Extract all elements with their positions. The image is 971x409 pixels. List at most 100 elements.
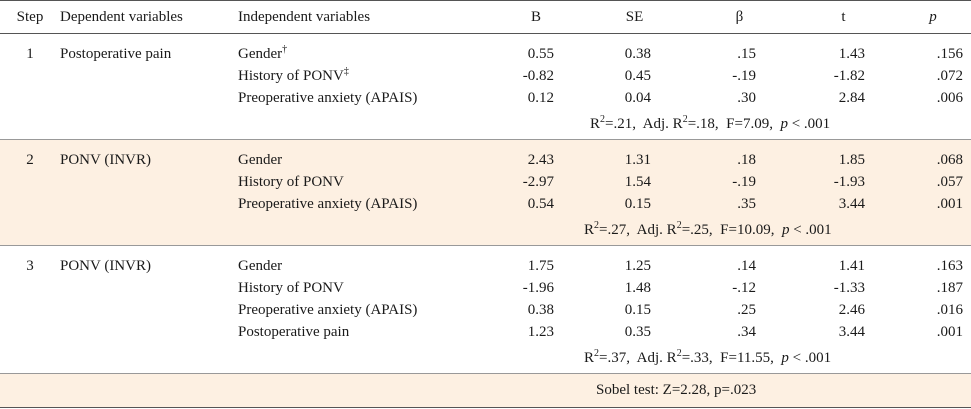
b-value: -0.82 <box>522 68 554 84</box>
independent-variable: History of PONV‡ <box>238 66 490 88</box>
table-row: Preoperative anxiety (APAIS) 0.12 0.04 .30 2… <box>0 88 971 110</box>
p-value: .072 <box>936 68 963 84</box>
iv-label: Gender <box>238 46 283 63</box>
model-summary-row: R2=.27, Adj. R2=.25, F=10.09, p < .001 <box>0 215 971 246</box>
b-value: -2.97 <box>490 171 582 194</box>
table-row: 2 PONV (INVR) Gender 2.43 1.31.18 1.85.068 <box>0 139 971 172</box>
p-value: .068 <box>895 139 971 172</box>
table-row: History of PONV‡ -0.82 0.45 -.19 -1.82 .072 <box>0 66 971 88</box>
r2-label: R <box>584 221 595 238</box>
model-summary: R2=.37, Adj. R2=.33, F=11.55, p < .001 <box>582 343 971 374</box>
se-value: 1.31 <box>582 139 687 172</box>
t-value: 3.44 <box>838 324 865 340</box>
iv-label: Gender <box>238 152 283 169</box>
adj-r2-sup: 2 <box>676 219 682 231</box>
header-independent: Independent variables <box>238 0 490 34</box>
adj-r2-sup: 2 <box>682 113 688 125</box>
se-value: 0.35 <box>624 324 651 340</box>
t-value: 1.41 <box>838 258 865 275</box>
beta-value: .18 <box>687 139 792 172</box>
se-value: 0.38 <box>624 46 651 63</box>
dependent-variable: PONV (INVR) <box>60 258 151 275</box>
t-value: 2.84 <box>838 90 865 106</box>
t-value: -1.33 <box>833 280 865 296</box>
b-value: 0.54 <box>490 193 582 216</box>
b-value: 0.55 <box>527 46 554 63</box>
b-value: 0.38 <box>527 302 554 318</box>
table-row: Postoperative pain 1.23 0.35 .34 3.44 .001 <box>0 322 971 344</box>
header-step: Step <box>0 0 60 34</box>
step-number <box>0 193 60 216</box>
beta-value: -.19 <box>732 68 756 84</box>
independent-variable: Gender <box>238 246 490 278</box>
p-label: p <box>781 221 790 238</box>
p-summary: < .001 <box>792 349 832 366</box>
se-value: 0.04 <box>624 90 651 106</box>
header-t: t <box>792 0 895 34</box>
p-value: .187 <box>936 280 963 296</box>
footnote-mark: † <box>282 44 288 56</box>
se-value: 0.15 <box>582 193 687 216</box>
se-value: 0.15 <box>624 302 651 318</box>
independent-variable: Preoperative anxiety (APAIS) <box>238 300 490 322</box>
table-row: 3 PONV (INVR) Gender 1.75 1.25 .14 1.41 .163 <box>0 246 971 278</box>
r2-sup: 2 <box>594 347 600 359</box>
independent-variable: History of PONV <box>238 171 490 194</box>
model-summary: R2=.27, Adj. R2=.25, F=10.09, p < .001 <box>582 215 971 246</box>
dependent-variable <box>60 66 238 88</box>
p-value: .006 <box>936 90 963 106</box>
header-beta: β <box>687 0 792 34</box>
se-value: 1.48 <box>624 280 651 296</box>
p-label: p <box>780 115 788 132</box>
step-number <box>0 278 60 300</box>
beta-value: -.12 <box>732 280 756 296</box>
step-number: 1 <box>26 46 34 63</box>
adj-r2-value: =.25, <box>681 221 713 238</box>
step-number <box>0 171 60 194</box>
adj-r2-sup: 2 <box>676 347 682 359</box>
dependent-variable <box>60 322 238 344</box>
t-value: 1.43 <box>838 46 865 63</box>
step-number <box>0 66 60 88</box>
r2-value: =.27, <box>599 221 630 238</box>
beta-value: .34 <box>737 324 756 340</box>
independent-variable: Preoperative anxiety (APAIS) <box>238 193 490 216</box>
iv-label: Preoperative anxiety (APAIS) <box>238 302 418 318</box>
se-value: 1.25 <box>624 258 651 275</box>
p-summary: < .001 <box>793 221 832 238</box>
r2-label: R <box>584 349 595 366</box>
beta-value: .35 <box>687 193 792 216</box>
table-row: History of PONV -2.97 1.54 -.19 -1.93.057 <box>0 171 971 194</box>
adj-r2-label: Adj. R <box>636 221 677 238</box>
beta-value: .14 <box>737 258 756 275</box>
table-row: Preoperative anxiety (APAIS) 0.54 0.15.35 3… <box>0 193 971 216</box>
beta-value: .15 <box>737 46 756 63</box>
header-dependent: Dependent variables <box>60 0 238 34</box>
p-value: .016 <box>936 302 963 318</box>
sobel-row: Sobel test: Z=2.28, p=.023 <box>0 373 971 408</box>
r2-sup: 2 <box>600 113 606 125</box>
step-number <box>0 322 60 344</box>
dependent-variable <box>60 193 238 216</box>
adj-r2-value: =.18, <box>687 115 719 132</box>
header-p: p <box>895 0 971 34</box>
se-value: 1.54 <box>582 171 687 194</box>
model-summary-row: R2=.21, Adj. R2=.18, F=7.09, p < .001 <box>0 109 971 140</box>
header-row: Step Dependent variables Independent var… <box>0 0 971 34</box>
p-value: .001 <box>936 324 963 340</box>
p-value: .057 <box>895 171 971 194</box>
r2-value: =.21, <box>605 115 636 132</box>
independent-variable: Gender <box>238 139 490 172</box>
f-value: F=11.55, <box>720 349 774 366</box>
p-label: p <box>781 349 789 366</box>
step-number: 2 <box>0 139 60 172</box>
dependent-variable: PONV (INVR) <box>60 139 238 172</box>
beta-value: .25 <box>737 302 756 318</box>
beta-value: .30 <box>737 90 756 106</box>
r2-sup: 2 <box>594 219 600 231</box>
iv-label: Gender <box>238 258 283 275</box>
dependent-variable <box>60 171 238 194</box>
dependent-variable <box>60 300 238 322</box>
table-row: Preoperative anxiety (APAIS) 0.38 0.15 .25 2… <box>0 300 971 322</box>
t-value: 3.44 <box>792 193 895 216</box>
